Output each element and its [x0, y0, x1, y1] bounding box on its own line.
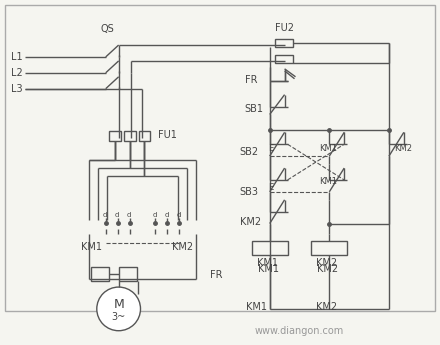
Text: E: E — [268, 144, 273, 153]
Text: FR: FR — [210, 270, 223, 280]
Text: d: d — [176, 212, 181, 218]
Circle shape — [97, 287, 140, 331]
Text: d: d — [115, 212, 119, 218]
Text: L3: L3 — [11, 84, 23, 94]
Bar — [312, 241, 347, 255]
Text: L2: L2 — [11, 68, 23, 78]
Text: KM2: KM2 — [394, 144, 412, 153]
Text: QS: QS — [101, 24, 114, 34]
Text: d: d — [103, 212, 107, 218]
Text: KM2: KM2 — [317, 264, 338, 274]
Bar — [119, 267, 136, 281]
Text: www.diangon.com: www.diangon.com — [255, 326, 344, 336]
Text: E: E — [268, 184, 273, 193]
Text: FU2: FU2 — [275, 23, 293, 33]
Text: FU1: FU1 — [158, 130, 177, 140]
Text: KM2: KM2 — [172, 243, 194, 253]
Text: SB3: SB3 — [240, 187, 259, 197]
Text: KM1: KM1 — [246, 302, 267, 312]
Text: M: M — [113, 298, 124, 312]
Bar — [109, 131, 121, 141]
Text: KM1: KM1 — [81, 243, 102, 253]
Text: KM1: KM1 — [257, 258, 278, 268]
Text: KM1: KM1 — [258, 264, 279, 274]
Text: d: d — [152, 212, 157, 218]
Bar — [5, 6, 435, 311]
Bar — [275, 55, 293, 63]
Bar — [139, 131, 150, 141]
Text: KM2: KM2 — [316, 302, 337, 312]
Text: d: d — [127, 212, 131, 218]
Bar — [91, 267, 109, 281]
Text: SB2: SB2 — [240, 147, 259, 157]
Text: SB1: SB1 — [245, 104, 264, 114]
Text: 3~: 3~ — [111, 312, 126, 322]
Text: FR: FR — [245, 75, 257, 85]
Bar — [275, 39, 293, 47]
Text: d: d — [165, 212, 169, 218]
Text: L1: L1 — [11, 52, 23, 62]
Bar — [124, 131, 136, 141]
Text: KM1: KM1 — [319, 144, 337, 153]
Text: KM2: KM2 — [316, 258, 337, 268]
Bar — [252, 241, 288, 255]
Text: KM2: KM2 — [240, 217, 261, 227]
Text: KM1: KM1 — [319, 177, 337, 186]
